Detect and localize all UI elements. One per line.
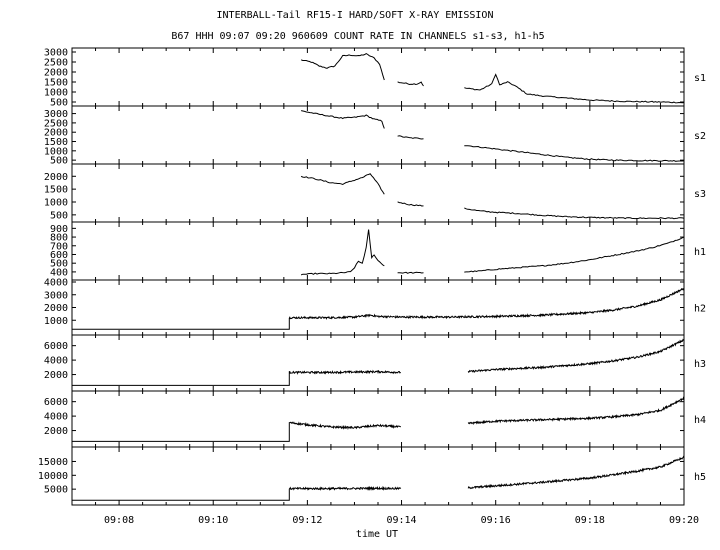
series-line-s3 (300, 173, 385, 195)
panel-frame (71, 105, 685, 165)
y-tick-label: 3000 (44, 290, 68, 301)
y-tick-label: 1500 (44, 185, 68, 196)
y-tick-label: 1500 (44, 137, 68, 148)
x-tick-label: 09:08 (104, 515, 134, 526)
y-tick-label: 6000 (44, 341, 68, 352)
x-tick-label: 09:14 (386, 515, 416, 526)
panel-label-h2: h2 (694, 304, 706, 315)
y-tick-label: 3000 (44, 48, 68, 59)
series-line-h5 (467, 455, 685, 490)
y-tick-label: 700 (50, 241, 68, 252)
y-tick-label: 1000 (44, 146, 68, 157)
panel-frame (71, 163, 685, 223)
y-tick-label: 10000 (38, 471, 68, 482)
y-tick-label: 2000 (44, 128, 68, 139)
y-tick-label: 3000 (44, 109, 68, 120)
panel-label-h1: h1 (694, 247, 706, 258)
y-tick-label: 2500 (44, 118, 68, 129)
panel-frame (71, 446, 685, 506)
y-tick-label: 2000 (44, 172, 68, 183)
y-tick-label: 2000 (44, 303, 68, 314)
y-tick-label: 1000 (44, 198, 68, 209)
panel-h3: 6000 4000 2000 h3 (44, 334, 706, 392)
panel-label-s2: s2 (694, 131, 706, 142)
series-line-h5 (72, 485, 402, 501)
y-tick-label: 2500 (44, 58, 68, 69)
series-line-h4 (72, 421, 402, 442)
y-tick-label: 600 (50, 250, 68, 261)
panel-frame (71, 47, 685, 107)
y-tick-label: 5000 (44, 485, 68, 496)
series-line-h1 (464, 236, 685, 273)
y-tick-label: 4000 (44, 412, 68, 423)
series-line-s2 (464, 145, 685, 162)
y-tick-label: 500 (50, 210, 68, 221)
panel-h5: 15000 10000 5000 h5 (38, 446, 706, 506)
panel-label-h3: h3 (694, 359, 706, 370)
y-tick-label: 2000 (44, 370, 68, 381)
series-line-h1 (397, 271, 424, 274)
panel-label-s3: s3 (694, 189, 706, 200)
series-line-h4 (467, 396, 685, 425)
series-line-s1 (397, 81, 424, 87)
y-tick-label: 400 (50, 267, 68, 278)
panel-h4: 6000 4000 2000 h4 (44, 390, 706, 448)
series-line-s1 (464, 73, 685, 104)
y-tick-label: 800 (50, 233, 68, 244)
y-tick-label: 500 (50, 156, 68, 167)
y-tick-label: 1000 (44, 316, 68, 327)
series-line-h1 (300, 229, 385, 276)
panel-label-h4: h4 (694, 415, 706, 426)
series-line-s3 (464, 207, 685, 220)
y-tick-label: 4000 (44, 278, 68, 289)
y-tick-label: 500 (50, 98, 68, 109)
series-line-s1 (300, 53, 385, 81)
x-tick-label: 09:12 (292, 515, 322, 526)
series-line-h3 (467, 338, 685, 373)
y-tick-label: 500 (50, 259, 68, 270)
y-tick-label: 2000 (44, 426, 68, 437)
x-tick-label: 09:20 (669, 515, 699, 526)
x-tick-label: 09:10 (198, 515, 228, 526)
panel-stack: 30002500200015001000500s1300025002000150… (38, 47, 706, 506)
y-tick-label: 15000 (38, 457, 68, 468)
y-tick-label: 2000 (44, 68, 68, 79)
y-tick-label: 6000 (44, 397, 68, 408)
x-tick-label: 09:16 (481, 515, 511, 526)
panel-label-h5: h5 (694, 472, 706, 483)
panel-frame (71, 279, 685, 336)
series-line-h2 (72, 287, 685, 330)
chart-subtitle: B67 HHH 09:07 09:20 960609 COUNT RATE IN… (171, 31, 544, 42)
x-tick-label: 09:18 (575, 515, 605, 526)
y-tick-label: 1500 (44, 78, 68, 89)
series-line-s3 (397, 201, 424, 207)
y-tick-label: 1000 (44, 88, 68, 99)
series-line-h3 (72, 369, 402, 386)
panel-frame (71, 221, 685, 281)
series-line-s2 (397, 135, 424, 140)
y-tick-label: 4000 (44, 356, 68, 367)
y-tick-label: 900 (50, 224, 68, 235)
chart-title: INTERBALL-Tail RF15-I HARD/SOFT X-RAY EM… (217, 10, 494, 21)
x-axis: 09:08 09:10 09:12 09:14 09:16 09:18 09:20 (104, 515, 699, 526)
series-line-s2 (300, 110, 385, 129)
panel-label-s1: s1 (694, 73, 706, 84)
x-axis-label: time UT (356, 529, 398, 540)
